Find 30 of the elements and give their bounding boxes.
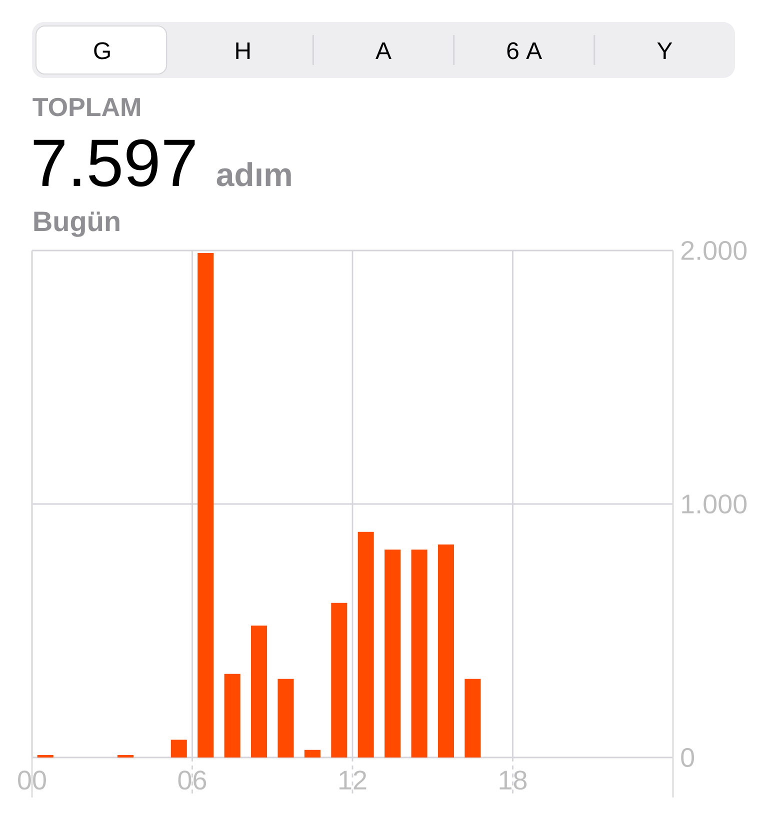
bar	[411, 550, 428, 758]
y-tick-label: 2.000	[681, 240, 747, 260]
y-tick-label: 1.000	[682, 494, 747, 514]
x-tick-label: 06	[178, 770, 206, 790]
bar	[464, 678, 481, 758]
bar	[384, 550, 401, 758]
x-tick-label: 18	[500, 770, 527, 790]
bar	[170, 740, 187, 758]
bar	[358, 532, 374, 758]
bar	[224, 674, 240, 758]
text: adım	[216, 162, 291, 186]
bar	[331, 602, 348, 758]
text: Y	[657, 42, 672, 59]
text: 6 A	[507, 42, 542, 60]
bar	[304, 750, 320, 758]
text: 7.597	[34, 139, 195, 187]
x-tick-label: 12	[340, 770, 366, 790]
chart-subtitle: Bugün	[34, 212, 120, 237]
bar	[198, 253, 214, 758]
text: H	[236, 42, 250, 59]
text: A	[376, 42, 392, 59]
y-tick-label: 0	[681, 748, 694, 768]
bar	[251, 626, 268, 758]
bar	[117, 754, 134, 758]
bar	[438, 544, 454, 758]
x-tick-label: 00	[18, 770, 46, 790]
bar	[278, 678, 294, 758]
text: G	[94, 42, 110, 60]
bar	[37, 754, 54, 758]
chart-title: TOPLAM	[32, 98, 140, 116]
